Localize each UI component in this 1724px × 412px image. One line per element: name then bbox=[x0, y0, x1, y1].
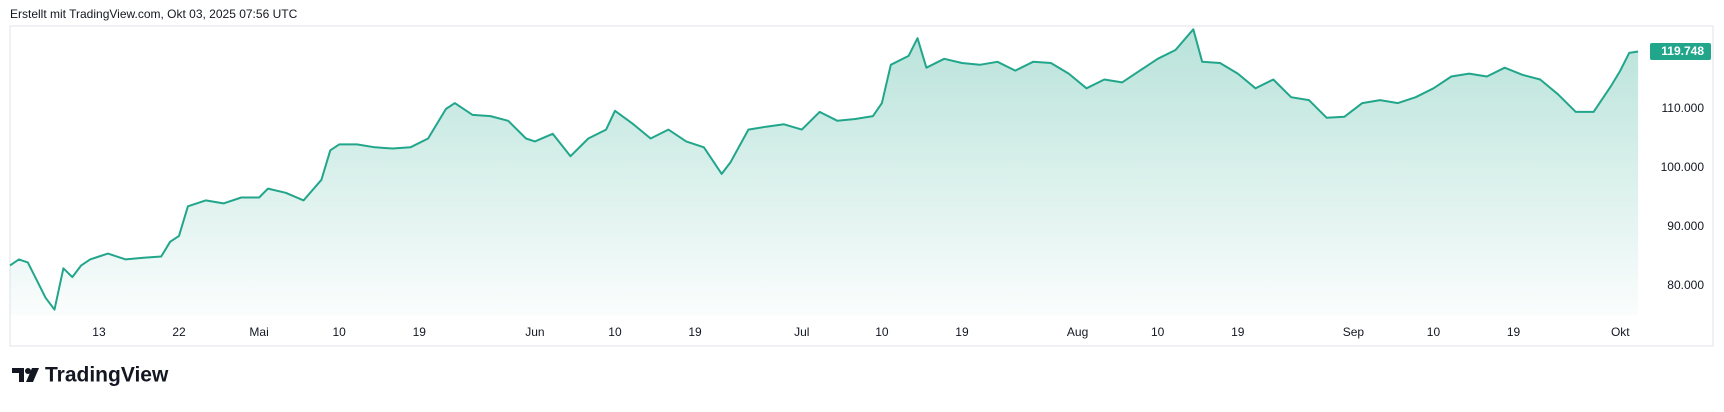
plot: 80.000 90.000 100.000 110.000 13 22 Mai 10 19 Jun… bbox=[9, 28, 1711, 339]
chart-subtitle: Erstellt mit TradingView.com, Okt 03, 20… bbox=[10, 7, 298, 21]
x-tick-label: Jul bbox=[794, 325, 809, 339]
x-tick-label: 19 bbox=[688, 325, 702, 339]
y-tick-label: 110.000 bbox=[1662, 101, 1705, 115]
x-tick-label: 13 bbox=[92, 325, 106, 339]
x-tick-label: 19 bbox=[413, 325, 427, 339]
y-tick-label: 90.000 bbox=[1667, 219, 1704, 233]
x-tick-label: 10 bbox=[1151, 325, 1165, 339]
last-price-tag bbox=[1650, 42, 1711, 60]
x-tick-label: Okt bbox=[1611, 325, 1630, 339]
brand-logo bbox=[12, 368, 39, 382]
x-tick-label: Mai bbox=[249, 325, 268, 339]
x-tick-label: 10 bbox=[1427, 325, 1441, 339]
x-tick-label: 10 bbox=[332, 325, 346, 339]
last-price-label: 119.748 bbox=[1661, 44, 1704, 58]
y-tick-label: 100.000 bbox=[1661, 160, 1705, 174]
x-tick-label: 10 bbox=[875, 325, 889, 339]
x-tick-label: 19 bbox=[1231, 325, 1245, 339]
area-fill bbox=[10, 29, 1639, 316]
x-tick-label: Sep bbox=[1343, 325, 1365, 339]
brand-name: TradingView bbox=[45, 364, 169, 387]
x-tick-label: Aug bbox=[1067, 325, 1088, 339]
x-tick-label: 19 bbox=[1507, 325, 1521, 339]
x-tick-label: Jun bbox=[525, 325, 544, 339]
x-tick-label: 22 bbox=[172, 325, 186, 339]
price-line bbox=[9, 28, 1639, 311]
y-tick-label: 80.000 bbox=[1667, 278, 1704, 292]
x-tick-label: 19 bbox=[955, 325, 969, 339]
chart-frame bbox=[9, 25, 1714, 347]
x-tick-label: 10 bbox=[608, 325, 622, 339]
